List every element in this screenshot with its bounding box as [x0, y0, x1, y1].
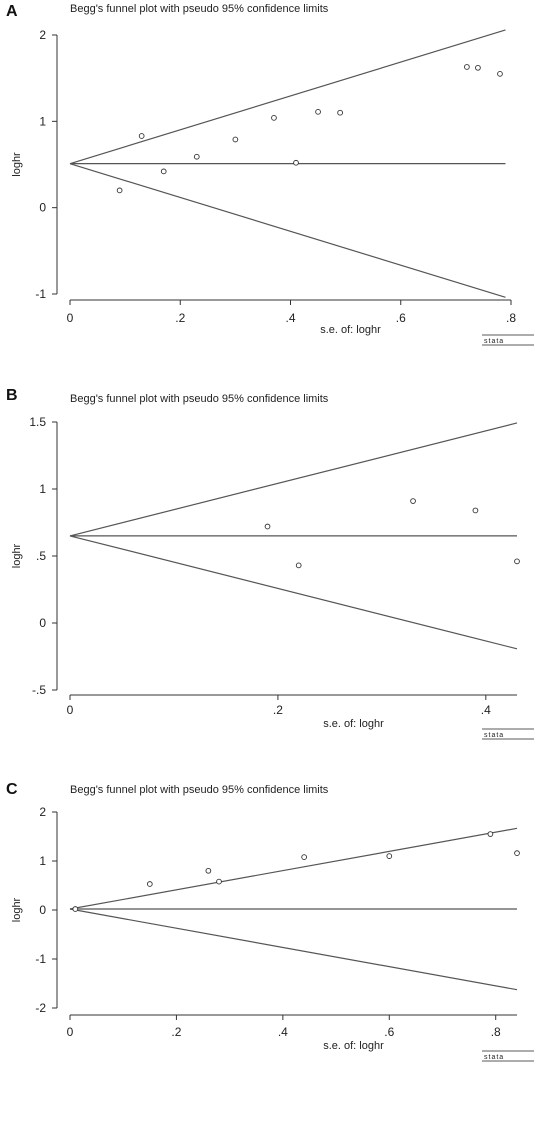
- study-point: [264, 523, 271, 530]
- y-tick-label: 2: [39, 28, 46, 42]
- upper-confidence-limit-line: [69, 422, 518, 537]
- y-tick-label: 1.5: [29, 415, 46, 429]
- chart-title: Begg's funnel plot with pseudo 95% confi…: [70, 3, 329, 15]
- study-point: [497, 70, 503, 77]
- x-tick-label: .6: [396, 311, 406, 325]
- study-point: [301, 854, 307, 860]
- y-tick-label: 0: [39, 201, 46, 215]
- lower-confidence-limit-line: [69, 908, 518, 991]
- study-point: [410, 498, 416, 504]
- logo-text: stata: [484, 1054, 504, 1061]
- study-point: [216, 878, 222, 885]
- study-point: [138, 133, 145, 139]
- y-axis-title: loghr: [11, 543, 23, 568]
- x-axis-title: s.e. of: loghr: [323, 718, 384, 730]
- x-axis-title: s.e. of: loghr: [320, 324, 381, 336]
- x-tick-label: 0: [67, 311, 74, 325]
- study-point: [160, 168, 167, 175]
- stata-logo: stata: [482, 1050, 534, 1062]
- study-point: [293, 159, 299, 166]
- logo-text: stata: [484, 732, 504, 739]
- y-tick-label: 2: [39, 805, 46, 819]
- chart-title: Begg's funnel plot with pseudo 95% confi…: [70, 393, 329, 405]
- study-point: [72, 906, 79, 912]
- y-axis-title: loghr: [11, 152, 23, 177]
- y-tick-label: 1: [39, 114, 46, 128]
- study-point: [386, 853, 393, 859]
- chart-title: Begg's funnel plot with pseudo 95% confi…: [70, 784, 329, 796]
- x-tick-label: .4: [481, 703, 491, 717]
- study-point: [295, 562, 302, 569]
- stata-logo: stata: [482, 334, 534, 346]
- panel-a: A Begg's funnel plot with pseudo 95% conf…: [6, 3, 534, 346]
- y-tick-label: 0: [39, 903, 46, 917]
- x-tick-label: .4: [278, 1025, 288, 1039]
- panel-letter: C: [6, 781, 18, 798]
- y-axis-title: loghr: [11, 897, 23, 922]
- x-tick-label: .4: [285, 311, 295, 325]
- y-tick-label: -1: [35, 287, 46, 301]
- x-axis-title: s.e. of: loghr: [323, 1040, 384, 1052]
- upper-confidence-limit-line: [69, 827, 518, 910]
- x-tick-label: .6: [384, 1025, 394, 1039]
- study-point: [464, 64, 470, 70]
- study-point: [205, 867, 212, 874]
- x-tick-label: 0: [67, 703, 74, 717]
- study-point: [514, 850, 520, 857]
- x-tick-label: .2: [171, 1025, 181, 1039]
- x-tick-label: .8: [491, 1025, 501, 1039]
- study-point: [337, 109, 343, 116]
- logo-text: stata: [484, 338, 504, 345]
- stata-logo: stata: [482, 728, 534, 740]
- x-tick-label: 0: [67, 1025, 74, 1039]
- lower-confidence-limit-line: [69, 163, 506, 298]
- study-point: [271, 115, 277, 121]
- panel-letter: B: [6, 387, 18, 404]
- y-tick-label: -2: [35, 1001, 46, 1015]
- study-point: [475, 64, 481, 71]
- study-point: [487, 831, 494, 837]
- study-point: [514, 558, 520, 565]
- study-point: [116, 187, 123, 194]
- study-point: [193, 153, 200, 160]
- panel-letter: A: [6, 3, 18, 20]
- y-tick-label: -.5: [32, 683, 46, 697]
- y-tick-label: 1: [39, 854, 46, 868]
- study-point: [315, 108, 321, 115]
- lower-confidence-limit-line: [69, 535, 518, 650]
- study-point: [232, 136, 239, 143]
- panel-b: B Begg's funnel plot with pseudo 95% conf…: [6, 387, 534, 740]
- upper-confidence-limit-line: [69, 29, 506, 165]
- y-tick-label: 1: [39, 482, 46, 496]
- x-tick-label: .2: [273, 703, 283, 717]
- x-tick-label: .2: [175, 311, 185, 325]
- y-tick-label: 0: [39, 616, 46, 630]
- study-point: [472, 507, 479, 514]
- panel-c: C Begg's funnel plot with pseudo 95% conf…: [6, 781, 534, 1062]
- y-tick-label: -1: [35, 952, 46, 966]
- study-point: [146, 881, 153, 887]
- y-tick-label: .5: [36, 549, 46, 563]
- x-tick-label: .8: [506, 311, 516, 325]
